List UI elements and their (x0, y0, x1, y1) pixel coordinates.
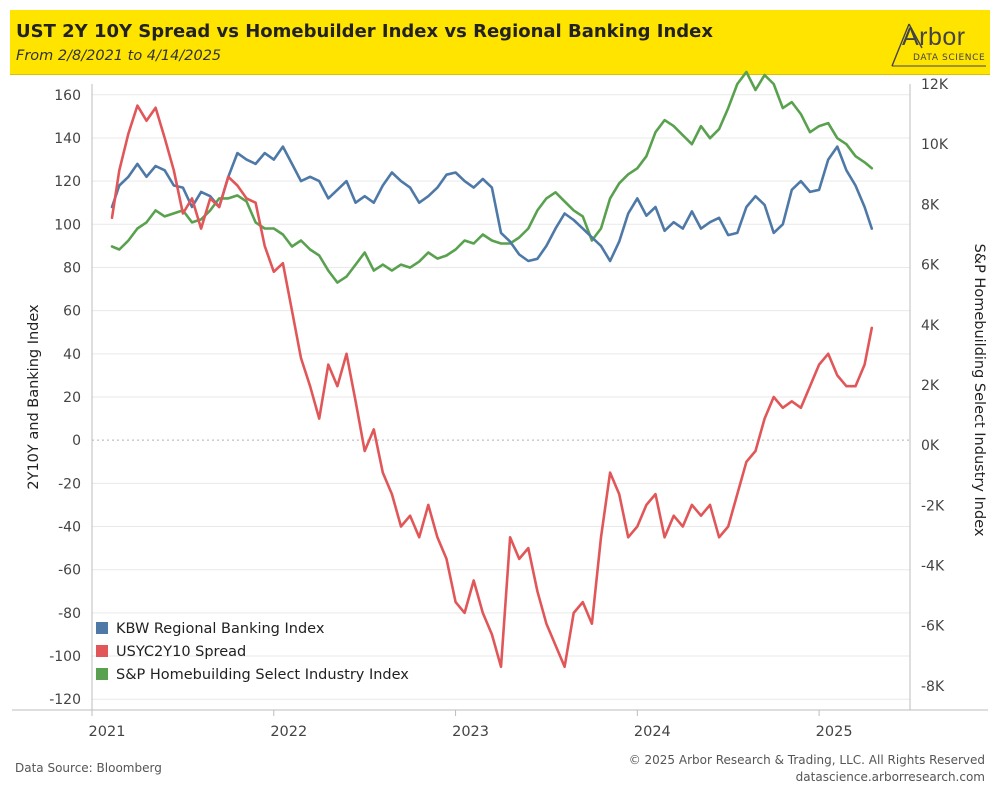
y2-tick-label: 0K (921, 438, 940, 454)
y2-tick-label: -2K (921, 498, 945, 514)
data-source: Data Source: Bloomberg (15, 761, 162, 775)
y2-tick-label: 8K (921, 197, 940, 213)
title-banner: UST 2Y 10Y Spread vs Homebuilder Index v… (10, 10, 990, 75)
y-tick-label: 80 (63, 260, 81, 276)
x-tick-label: 2024 (634, 724, 671, 740)
y2-tick-label: 10K (921, 137, 949, 153)
chart-subtitle: From 2/8/2021 to 4/14/2025 (16, 48, 222, 64)
logo-wordmark: Arbor (902, 23, 966, 51)
y-tick-label: -120 (49, 692, 81, 708)
y-axis-title: 2Y10Y and Banking Index (26, 304, 42, 490)
y-tick-label: 100 (54, 217, 81, 233)
x-tick-label: 2023 (452, 724, 489, 740)
legend-swatch (96, 622, 108, 634)
arbor-logo: Arbor DATA SCIENCE (882, 16, 986, 70)
arbor-logo-mark-icon (891, 23, 986, 67)
y2-tick-label: 12K (921, 77, 949, 93)
y-tick-label: 140 (54, 131, 81, 147)
footer-credits: © 2025 Arbor Research & Trading, LLC. Al… (629, 752, 985, 786)
y-tick-label: -80 (58, 606, 81, 622)
legend-label: S&P Homebuilding Select Industry Index (116, 667, 409, 683)
y2-axis-title: S&P Homebuilding Select Industry Index (971, 244, 987, 537)
website-link[interactable]: datascience.arborresearch.com (795, 770, 985, 784)
y2-tick-label: 4K (921, 318, 940, 334)
homebuilding-index-line (110, 70, 874, 284)
y-tick-label: -20 (58, 476, 81, 492)
y-tick-label: -40 (58, 520, 81, 536)
legend-label: USYC2Y10 Spread (116, 644, 246, 660)
y-tick-label: 60 (63, 304, 81, 320)
logo-tagline: DATA SCIENCE (913, 53, 986, 63)
y2-tick-label: -4K (921, 559, 945, 575)
legend-swatch (96, 645, 108, 657)
x-tick-label: 2021 (89, 724, 126, 740)
y-tick-label: 0 (72, 433, 81, 449)
y-tick-label: 20 (63, 390, 81, 406)
kbw-banking-line (110, 145, 874, 263)
y-tick-label: -60 (58, 563, 81, 579)
chart-title: UST 2Y 10Y Spread vs Homebuilder Index v… (16, 21, 713, 42)
y-tick-label: 120 (54, 174, 81, 190)
copyright-text: © 2025 Arbor Research & Trading, LLC. Al… (628, 753, 985, 767)
y-tick-label: 160 (54, 88, 81, 104)
x-tick-label: 2022 (270, 724, 307, 740)
y2-tick-label: -8K (921, 679, 945, 695)
y-tick-label: 40 (63, 347, 81, 363)
y-tick-label: -100 (49, 649, 81, 665)
y2-tick-label: 6K (921, 258, 940, 274)
y2-tick-label: 2K (921, 378, 940, 394)
x-tick-label: 2025 (816, 724, 853, 740)
usyc2y10-spread-line (110, 104, 874, 669)
y2-tick-label: -6K (921, 619, 945, 635)
legend-swatch (96, 668, 108, 680)
legend-label: KBW Regional Banking Index (116, 621, 325, 637)
